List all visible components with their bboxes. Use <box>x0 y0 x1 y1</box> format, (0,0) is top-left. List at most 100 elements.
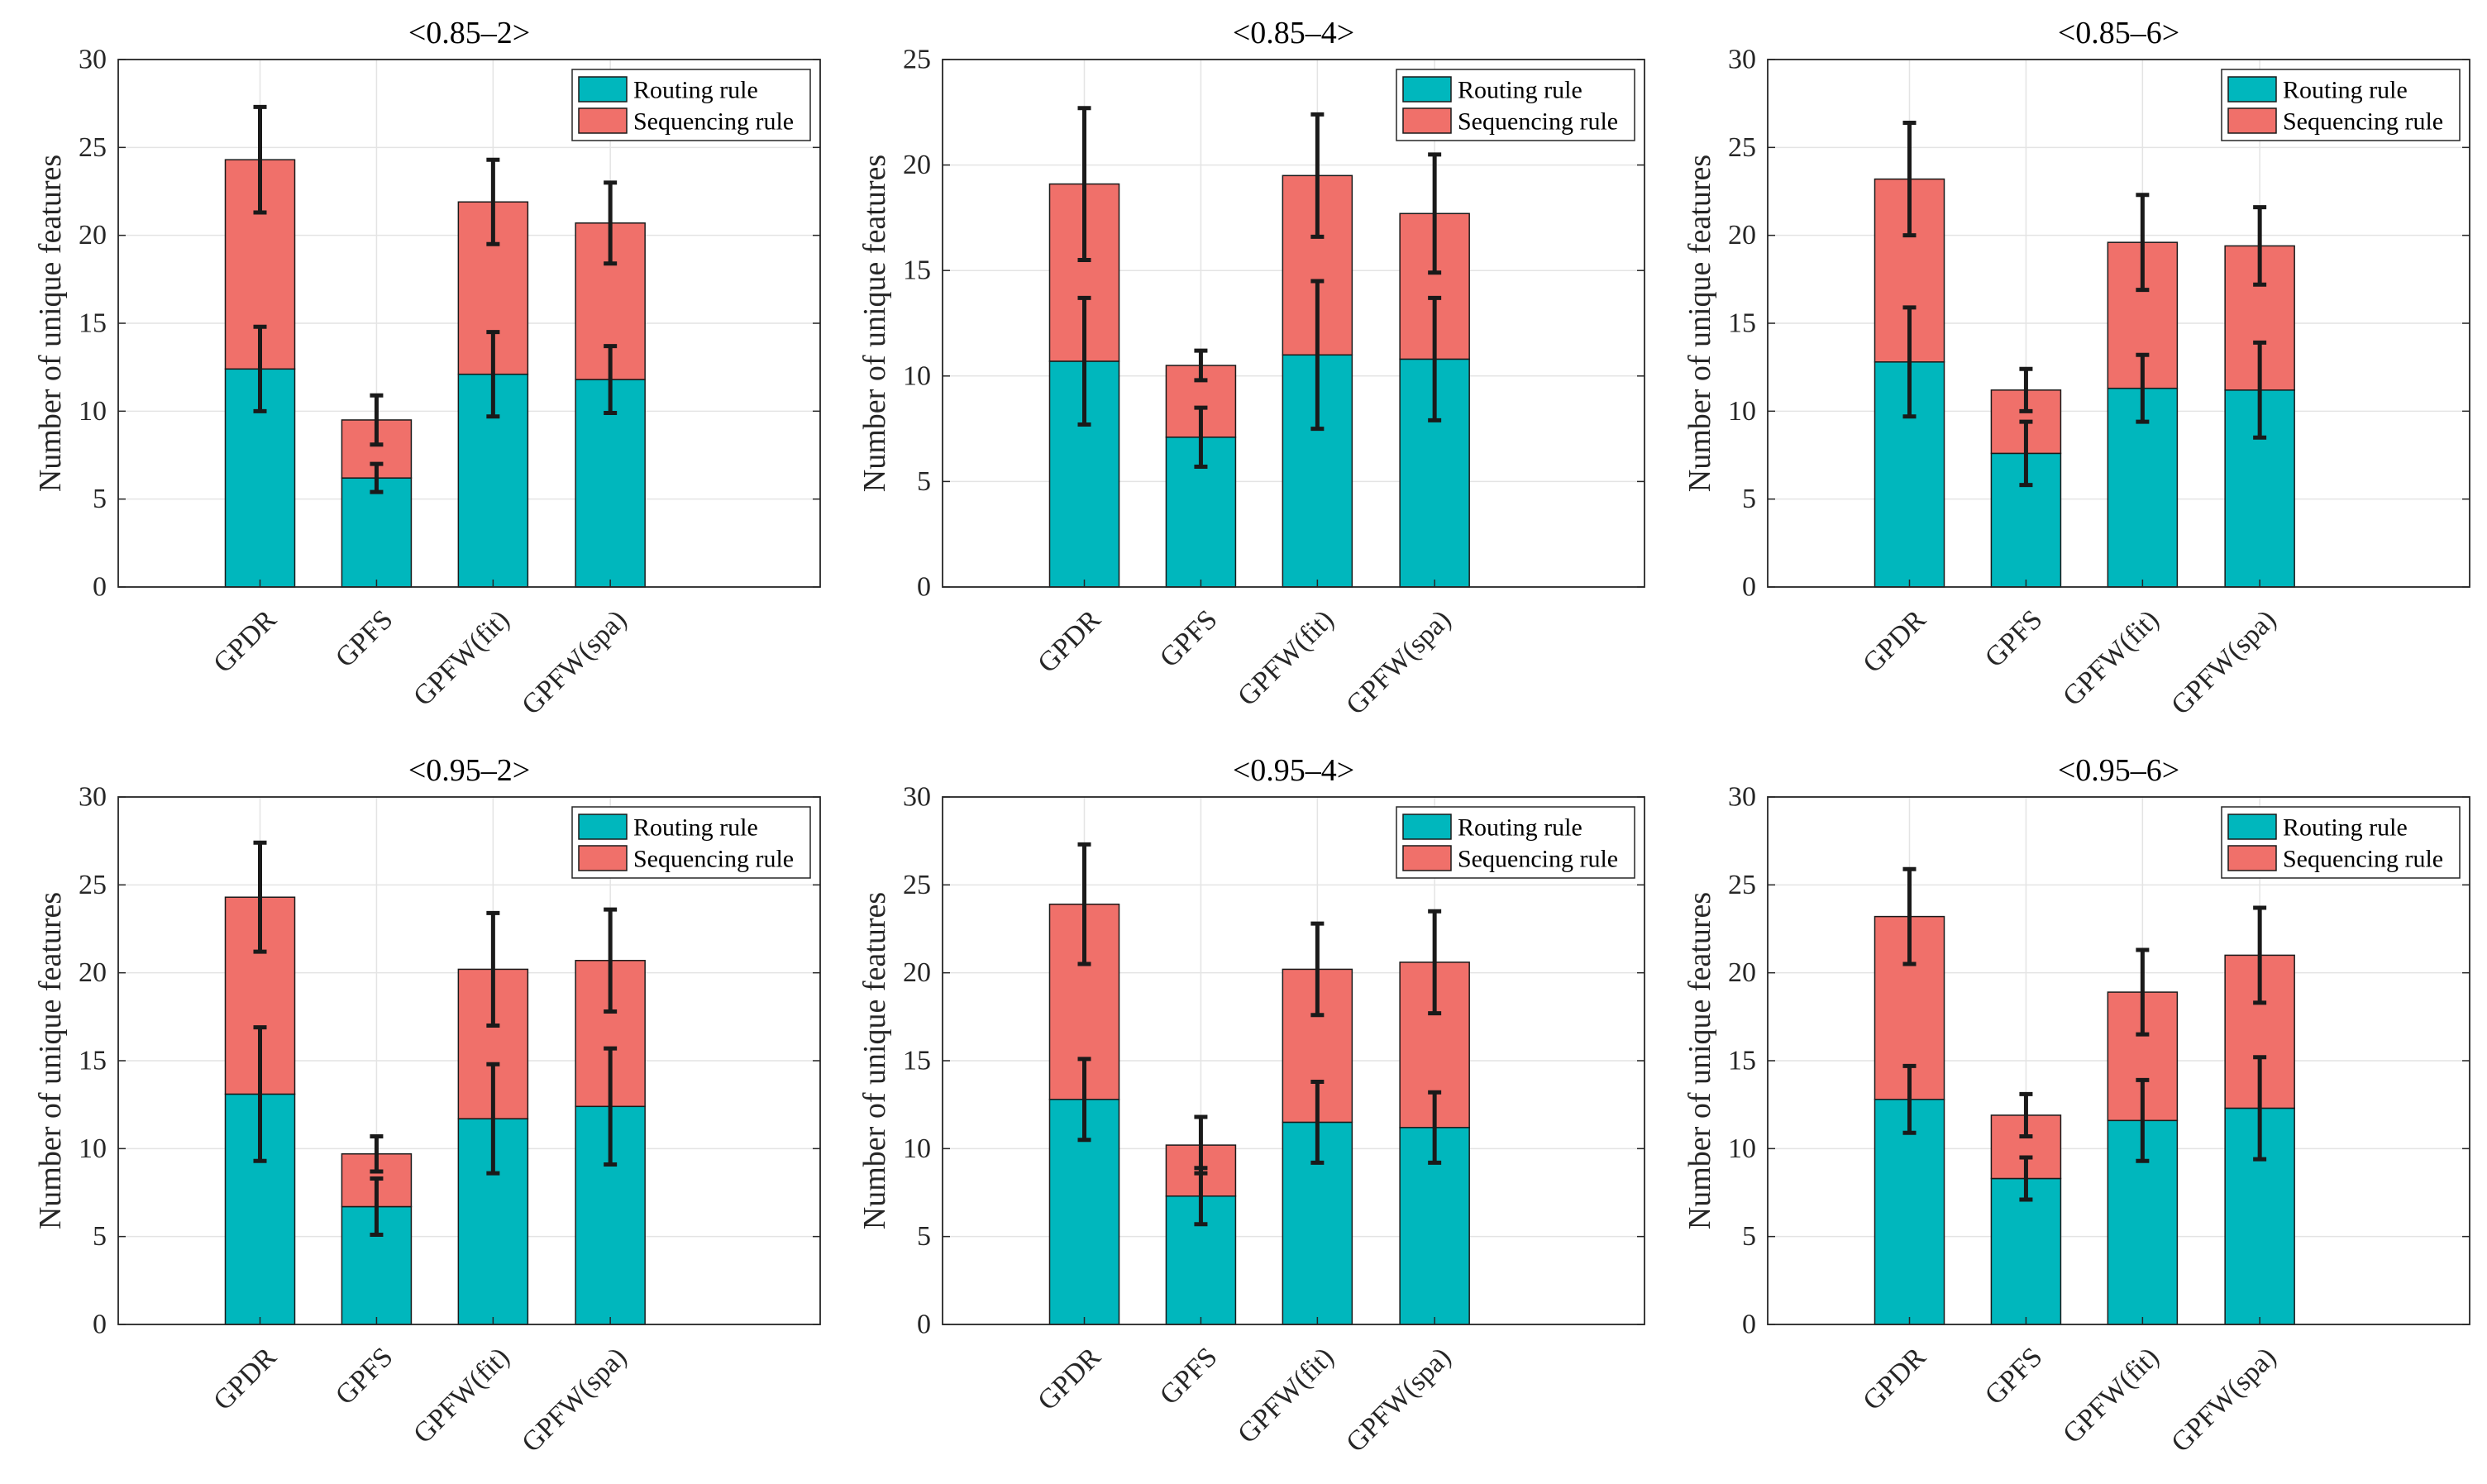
y-tick-label: 20 <box>903 957 931 988</box>
y-tick-label: 10 <box>903 360 931 391</box>
y-axis-label: Number of unique features <box>33 892 68 1229</box>
subplot-3: GPDR GPFS GPFW(fit) GPFW(spa) 0 5 10 15 20 25 30 <0… <box>1683 16 2470 721</box>
y-tick-label: 30 <box>903 782 931 813</box>
y-tick-label: 20 <box>903 150 931 180</box>
legend-swatch-routing <box>578 76 628 103</box>
x-tick-label: GPDR <box>208 1342 283 1417</box>
x-tick-label: GPFW(fit) <box>1232 1342 1339 1449</box>
error-bar-sequencing-4 <box>604 180 618 266</box>
y-tick-label: 30 <box>79 782 107 813</box>
legend-label-routing: Routing rule <box>633 814 758 842</box>
legend-swatch-sequencing <box>578 845 628 871</box>
legend-label-routing: Routing rule <box>633 77 758 104</box>
subplot-6: GPDR GPFS GPFW(fit) GPFW(spa) 0 5 10 15 20 25 30 <0… <box>1683 753 2470 1458</box>
y-tick-label: 0 <box>93 572 107 603</box>
y-tick-label: 0 <box>93 1310 107 1340</box>
x-tick-label: GPFW(spa) <box>2165 604 2282 721</box>
y-tick-label: 0 <box>1742 572 1756 603</box>
legend-swatch-routing <box>1402 814 1452 840</box>
legend-swatch-sequencing <box>2227 845 2277 871</box>
y-tick-label: 30 <box>1728 782 1756 813</box>
error-bar-routing-1 <box>1902 1063 1917 1135</box>
y-tick-label: 10 <box>79 396 107 427</box>
y-tick-label: 20 <box>1728 957 1756 988</box>
x-tick-label: GPFW(fit) <box>408 604 515 712</box>
error-bar-sequencing-4 <box>2253 205 2267 287</box>
y-tick-label: 10 <box>1728 1133 1756 1164</box>
y-tick-label: 0 <box>917 1310 931 1340</box>
y-tick-label: 5 <box>93 484 107 514</box>
y-axis-label: Number of unique features <box>1683 892 1717 1229</box>
error-bar-sequencing-4 <box>1428 909 1442 1016</box>
error-bar-sequencing-1 <box>1902 866 1917 966</box>
y-tick-label: 5 <box>93 1221 107 1252</box>
y-tick-label: 20 <box>79 957 107 988</box>
bar-routing-2 <box>341 477 413 588</box>
y-axis-label: Number of unique features <box>1683 155 1717 492</box>
legend-label-sequencing: Sequencing rule <box>633 846 794 873</box>
error-bar-routing-2 <box>1194 405 1208 470</box>
x-tick-label: GPFS <box>1979 1342 2049 1411</box>
error-bar-sequencing-1 <box>1077 106 1091 262</box>
x-tick-label: GPDR <box>208 604 283 680</box>
y-tick-label: 30 <box>1728 45 1756 75</box>
error-bar-routing-3 <box>2136 1077 2150 1163</box>
x-tick-label: GPDR <box>1857 604 1932 680</box>
axes-box <box>1767 796 2470 1325</box>
error-bar-routing-1 <box>1902 305 1917 419</box>
error-bar-routing-4 <box>1428 295 1442 422</box>
error-bar-sequencing-3 <box>1310 112 1325 239</box>
y-tick-label: 5 <box>1742 484 1756 514</box>
legend: Routing rule Sequencing rule <box>571 806 811 879</box>
error-bar-sequencing-2 <box>1194 348 1208 383</box>
x-tick-label: GPFW(spa) <box>516 604 632 721</box>
y-tick-label: 25 <box>903 45 931 75</box>
legend-label-routing: Routing rule <box>1458 814 1582 842</box>
chart-title: <0.95–2> <box>408 753 530 788</box>
chart-title: <0.95–4> <box>1233 753 1354 788</box>
legend-swatch-routing <box>578 814 628 840</box>
y-tick-label: 5 <box>917 466 931 497</box>
x-tick-label: GPFS <box>1979 604 2049 674</box>
error-bar-routing-1 <box>253 324 267 413</box>
y-tick-label: 25 <box>79 132 107 163</box>
error-bar-routing-4 <box>2253 340 2267 440</box>
error-bar-sequencing-3 <box>486 157 500 246</box>
legend-label-routing: Routing rule <box>2283 814 2408 842</box>
error-bar-routing-4 <box>2253 1055 2267 1162</box>
legend-label-sequencing: Sequencing rule <box>1458 846 1618 873</box>
y-tick-label: 15 <box>1728 308 1756 339</box>
legend-swatch-routing <box>1402 76 1452 103</box>
legend: Routing rule Sequencing rule <box>1396 69 1635 141</box>
legend-label-routing: Routing rule <box>1458 77 1582 104</box>
x-tick-label: GPDR <box>1032 1342 1107 1417</box>
y-tick-label: 25 <box>903 870 931 900</box>
x-tick-label: GPFW(fit) <box>2057 1342 2165 1449</box>
chart-title: <0.85–6> <box>2058 16 2179 50</box>
y-tick-label: 10 <box>79 1133 107 1164</box>
y-tick-label: 15 <box>903 1046 931 1076</box>
error-bar-sequencing-1 <box>253 104 267 215</box>
legend: Routing rule Sequencing rule <box>2221 69 2461 141</box>
y-tick-label: 25 <box>1728 132 1756 163</box>
error-bar-sequencing-2 <box>370 1133 384 1174</box>
y-tick-label: 20 <box>79 220 107 251</box>
x-tick-label: GPFW(spa) <box>1340 1342 1457 1458</box>
legend-label-sequencing: Sequencing rule <box>2283 846 2443 873</box>
x-tick-label: GPFS <box>330 604 399 674</box>
error-bar-sequencing-2 <box>2019 366 2033 413</box>
x-tick-label: GPFS <box>1154 604 1224 674</box>
legend-label-routing: Routing rule <box>2283 77 2408 104</box>
error-bar-sequencing-3 <box>2136 193 2150 293</box>
y-tick-label: 30 <box>79 45 107 75</box>
error-bar-routing-2 <box>370 1176 384 1238</box>
error-bar-routing-3 <box>2136 352 2150 424</box>
y-axis-label: Number of unique features <box>33 155 68 492</box>
error-bar-sequencing-4 <box>604 907 618 1014</box>
legend-label-sequencing: Sequencing rule <box>2283 108 2443 136</box>
bar-routing-1 <box>1874 1099 1945 1325</box>
y-tick-label: 25 <box>79 870 107 900</box>
x-tick-label: GPDR <box>1857 1342 1932 1417</box>
error-bar-sequencing-2 <box>1194 1114 1208 1176</box>
